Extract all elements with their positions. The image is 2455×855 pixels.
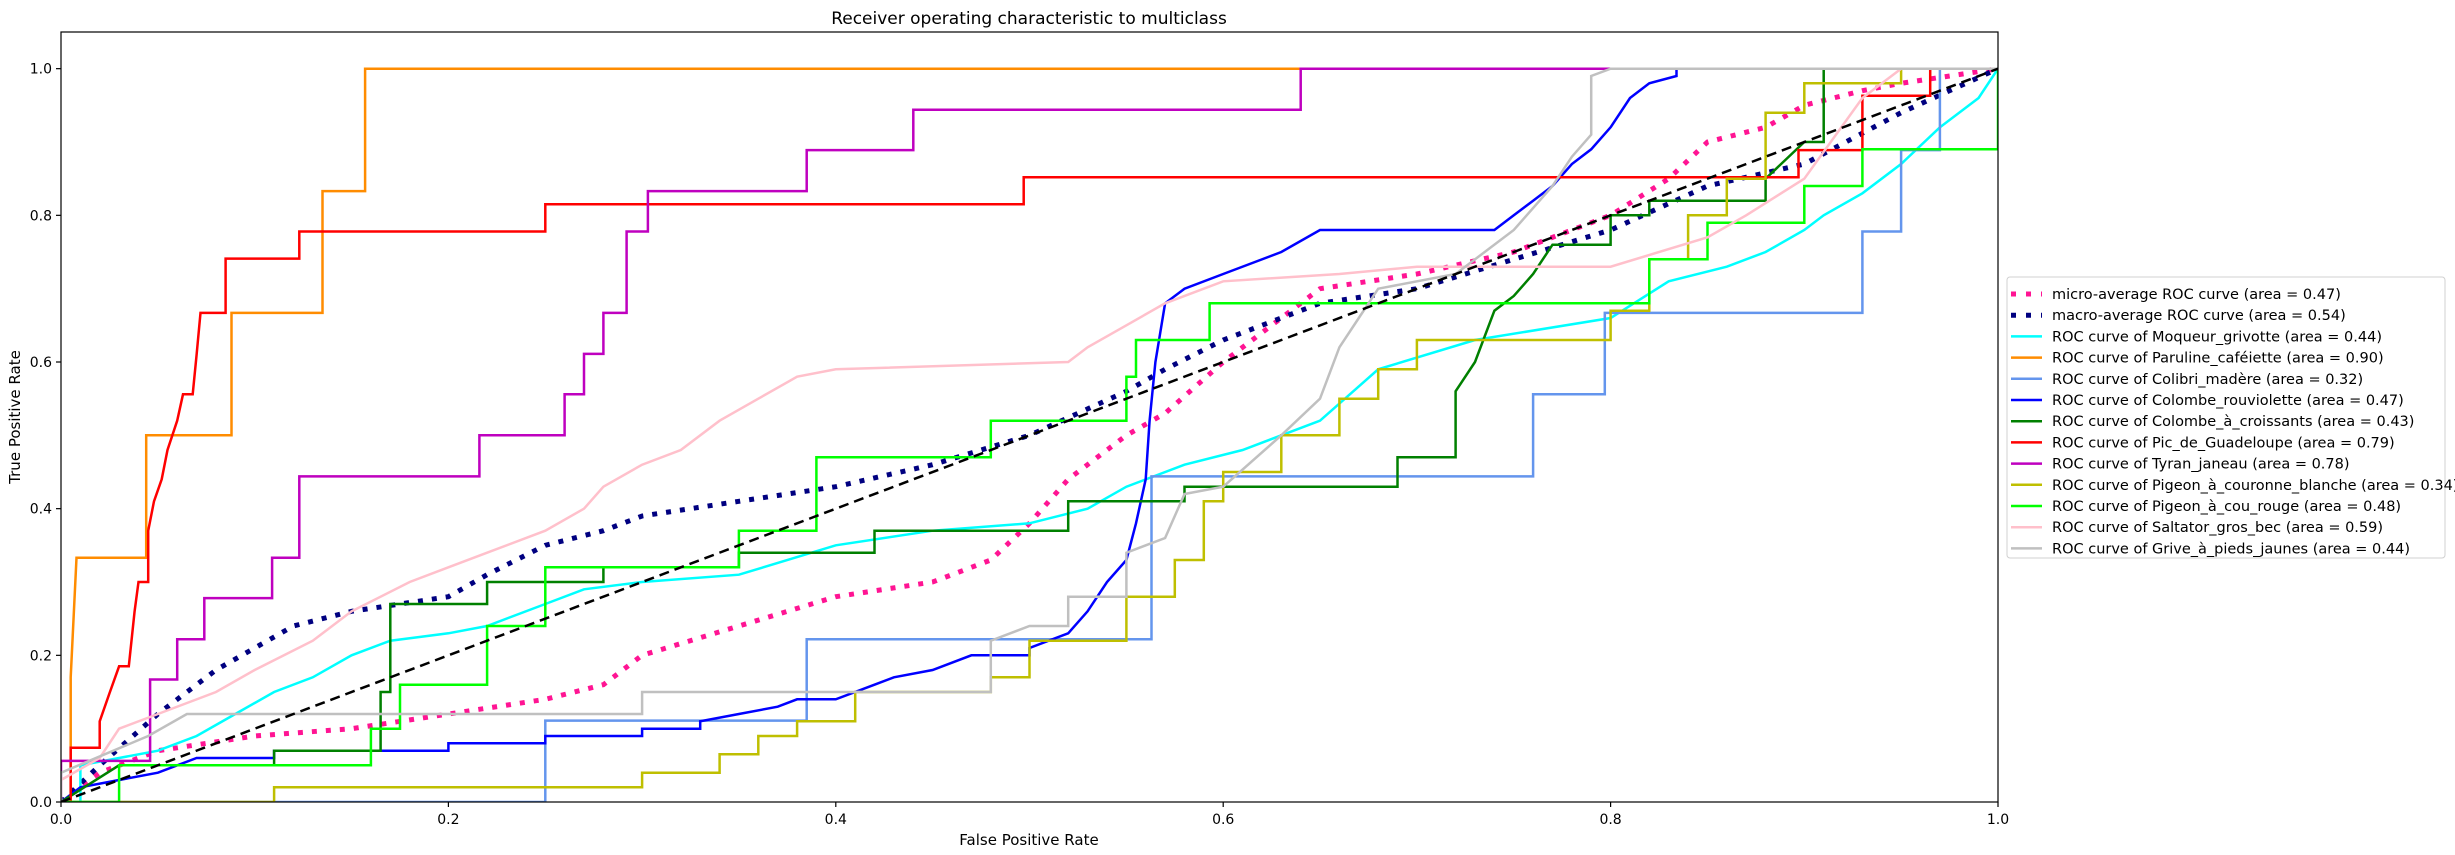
x-axis-label: False Positive Rate <box>959 831 1098 849</box>
series-line-12 <box>61 67 1998 802</box>
y-tick-label: 0.8 <box>30 208 52 224</box>
legend-entry: ROC curve of Colombe_rouviolette (area =… <box>2052 393 2404 409</box>
y-tick-label: 0.0 <box>30 795 52 811</box>
x-tick-label: 1.0 <box>1987 812 2009 828</box>
legend: micro-average ROC curve (area = 0.47) mac… <box>2006 276 2455 559</box>
x-tick-label: 0.6 <box>1212 812 1234 828</box>
legend-entry: ROC curve of Colombe_à_croissants (area … <box>2052 414 2414 430</box>
legend-entry: ROC curve of Colibri_madère (area = 0.32… <box>2052 372 2363 388</box>
plot-area: 0.0 0.2 0.4 0.6 0.8 1.0 0.0 0.2 0.4 0.6 0.8 1.0 <box>30 31 2009 828</box>
series-line-0 <box>61 66 1998 802</box>
y-tick-label: 0.2 <box>30 648 52 664</box>
series-line-3 <box>61 67 1998 802</box>
series-line-6 <box>61 67 1998 802</box>
legend-entry: ROC curve of Grive_à_pieds_jaunes (area … <box>2052 541 2410 557</box>
y-tick-label: 0.6 <box>30 355 52 371</box>
series-line-7 <box>61 67 1998 802</box>
y-tick-label: 1.0 <box>30 62 52 78</box>
x-tick-label: 0.4 <box>825 812 847 828</box>
legend-entry: ROC curve of Tyran_janeau (area = 0.78) <box>2052 457 2350 473</box>
legend-entry: micro-average ROC curve (area = 0.47) <box>2052 287 2341 303</box>
legend-entry: ROC curve of Pigeon_à_cou_rouge (area = … <box>2052 499 2401 515</box>
chart-title: Receiver operating characteristic to mul… <box>831 9 1227 29</box>
legend-entry: ROC curve of Pic_de_Guadeloupe (area = 0… <box>2052 435 2395 451</box>
diagonal-reference-line <box>61 67 1998 802</box>
x-tick-label: 0.8 <box>1599 812 1621 828</box>
y-tick-label: 0.4 <box>30 502 52 518</box>
legend-entry: ROC curve of Pigeon_à_couronne_blanche (… <box>2052 478 2455 494</box>
x-tick-label: 0.2 <box>437 812 459 828</box>
legend-entry: ROC curve of Saltator_gros_bec (area = 0… <box>2052 520 2383 536</box>
legend-entry: ROC curve of Paruline_caféiette (area = … <box>2052 351 2384 367</box>
legend-entry: macro-average ROC curve (area = 0.54) <box>2052 308 2346 324</box>
y-axis-label: True Positive Rate <box>6 350 24 485</box>
series-line-11 <box>61 67 1998 802</box>
legend-box <box>2006 276 2446 559</box>
axes-frame <box>60 31 1999 803</box>
series-group <box>61 66 1998 802</box>
legend-entry: ROC curve of Moqueur_grivotte (area = 0.… <box>2052 329 2382 345</box>
x-tick-label: 0.0 <box>50 812 72 828</box>
series-line-8 <box>61 67 1998 802</box>
series-line-2 <box>61 68 1998 802</box>
